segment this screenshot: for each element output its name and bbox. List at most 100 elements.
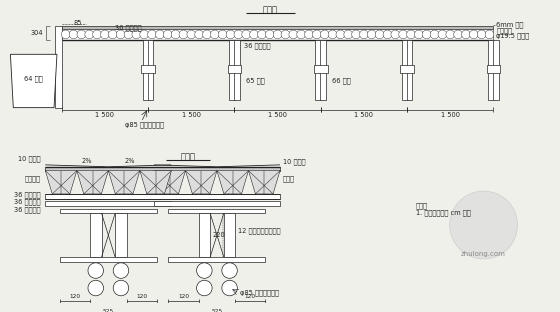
- Text: 36 号工字钢: 36 号工字钢: [14, 192, 40, 198]
- Bar: [488, 40, 494, 100]
- Text: 120: 120: [136, 294, 147, 299]
- Circle shape: [101, 30, 109, 39]
- Circle shape: [113, 263, 129, 278]
- Text: 侧面图: 侧面图: [180, 153, 195, 162]
- Text: 120: 120: [178, 294, 189, 299]
- Circle shape: [250, 30, 258, 39]
- Bar: [62, 29, 493, 40]
- Text: 525: 525: [102, 309, 114, 312]
- Text: 304: 304: [31, 30, 43, 36]
- Text: 1 500: 1 500: [95, 112, 114, 118]
- Text: 2%: 2%: [82, 158, 92, 164]
- Circle shape: [336, 30, 345, 39]
- Circle shape: [132, 30, 141, 39]
- Circle shape: [265, 30, 274, 39]
- Circle shape: [305, 30, 314, 39]
- Bar: [45, 201, 171, 206]
- Text: 2%: 2%: [124, 158, 135, 164]
- Text: 附注：: 附注：: [416, 202, 428, 209]
- Bar: [169, 208, 265, 213]
- Circle shape: [148, 30, 156, 39]
- Text: 贝雷桁架: 贝雷桁架: [496, 28, 512, 34]
- Text: 1 500: 1 500: [268, 112, 287, 118]
- Circle shape: [430, 30, 439, 39]
- Bar: [154, 201, 280, 206]
- Circle shape: [375, 30, 384, 39]
- Text: 1 500: 1 500: [441, 112, 460, 118]
- Polygon shape: [77, 171, 108, 194]
- Circle shape: [187, 30, 195, 39]
- Text: 调节器: 调节器: [283, 175, 295, 182]
- Bar: [315, 40, 321, 100]
- Bar: [407, 40, 412, 100]
- Circle shape: [156, 30, 164, 39]
- Text: φ85 钢管桩临时墩: φ85 钢管桩临时墩: [125, 122, 164, 129]
- Circle shape: [197, 263, 212, 278]
- Circle shape: [140, 30, 148, 39]
- Circle shape: [367, 30, 376, 39]
- Circle shape: [258, 30, 266, 39]
- Circle shape: [218, 30, 227, 39]
- Text: 1 500: 1 500: [182, 112, 201, 118]
- Polygon shape: [140, 171, 171, 194]
- Circle shape: [289, 30, 297, 39]
- Bar: [314, 65, 328, 73]
- Circle shape: [360, 30, 368, 39]
- Circle shape: [203, 30, 211, 39]
- Circle shape: [320, 30, 329, 39]
- Bar: [169, 257, 265, 262]
- Text: 10 号槽钢: 10 号槽钢: [18, 156, 40, 162]
- Bar: [400, 65, 414, 73]
- Circle shape: [461, 30, 470, 39]
- Circle shape: [171, 30, 180, 39]
- Polygon shape: [11, 54, 57, 108]
- Circle shape: [281, 30, 290, 39]
- Polygon shape: [108, 171, 140, 194]
- Text: φ19.5 牵引索: φ19.5 牵引索: [496, 32, 529, 39]
- Circle shape: [477, 30, 486, 39]
- Polygon shape: [217, 171, 249, 194]
- Circle shape: [242, 30, 250, 39]
- Bar: [55, 26, 62, 108]
- Polygon shape: [249, 171, 280, 194]
- Text: 12 号槽钢剪刀加固撑: 12 号槽钢剪刀加固撑: [239, 227, 281, 234]
- Polygon shape: [154, 171, 185, 194]
- Bar: [115, 213, 127, 257]
- Circle shape: [109, 30, 117, 39]
- Circle shape: [69, 30, 78, 39]
- Text: 220: 220: [213, 232, 225, 238]
- Text: 36 号工字钢: 36 号工字钢: [115, 24, 142, 31]
- Circle shape: [469, 30, 478, 39]
- Bar: [148, 40, 153, 100]
- Text: 64 号墩: 64 号墩: [25, 75, 43, 82]
- Text: 85: 85: [73, 20, 82, 26]
- Circle shape: [113, 280, 129, 296]
- Circle shape: [226, 30, 235, 39]
- Circle shape: [414, 30, 423, 39]
- Text: 1 500: 1 500: [354, 112, 374, 118]
- Circle shape: [93, 30, 101, 39]
- Text: 66 号墩: 66 号墩: [333, 77, 351, 84]
- Circle shape: [297, 30, 306, 39]
- Circle shape: [391, 30, 400, 39]
- Circle shape: [222, 280, 237, 296]
- Circle shape: [273, 30, 282, 39]
- Text: φ85 钢管桩临时墩: φ85 钢管桩临时墩: [240, 290, 279, 296]
- Circle shape: [450, 191, 517, 259]
- Bar: [45, 167, 280, 171]
- Text: 36 号工字钢: 36 号工字钢: [14, 206, 40, 213]
- Text: 120: 120: [245, 294, 256, 299]
- Text: 10 号槽钢: 10 号槽钢: [283, 158, 305, 165]
- Circle shape: [88, 280, 104, 296]
- Circle shape: [446, 30, 455, 39]
- Text: 6mm 钢板: 6mm 钢板: [496, 21, 524, 27]
- Circle shape: [485, 30, 494, 39]
- Text: 120: 120: [69, 294, 81, 299]
- Bar: [60, 208, 157, 213]
- Circle shape: [211, 30, 219, 39]
- Circle shape: [124, 30, 133, 39]
- Circle shape: [197, 280, 212, 296]
- Circle shape: [85, 30, 94, 39]
- Circle shape: [179, 30, 188, 39]
- Text: 立面图: 立面图: [263, 5, 278, 14]
